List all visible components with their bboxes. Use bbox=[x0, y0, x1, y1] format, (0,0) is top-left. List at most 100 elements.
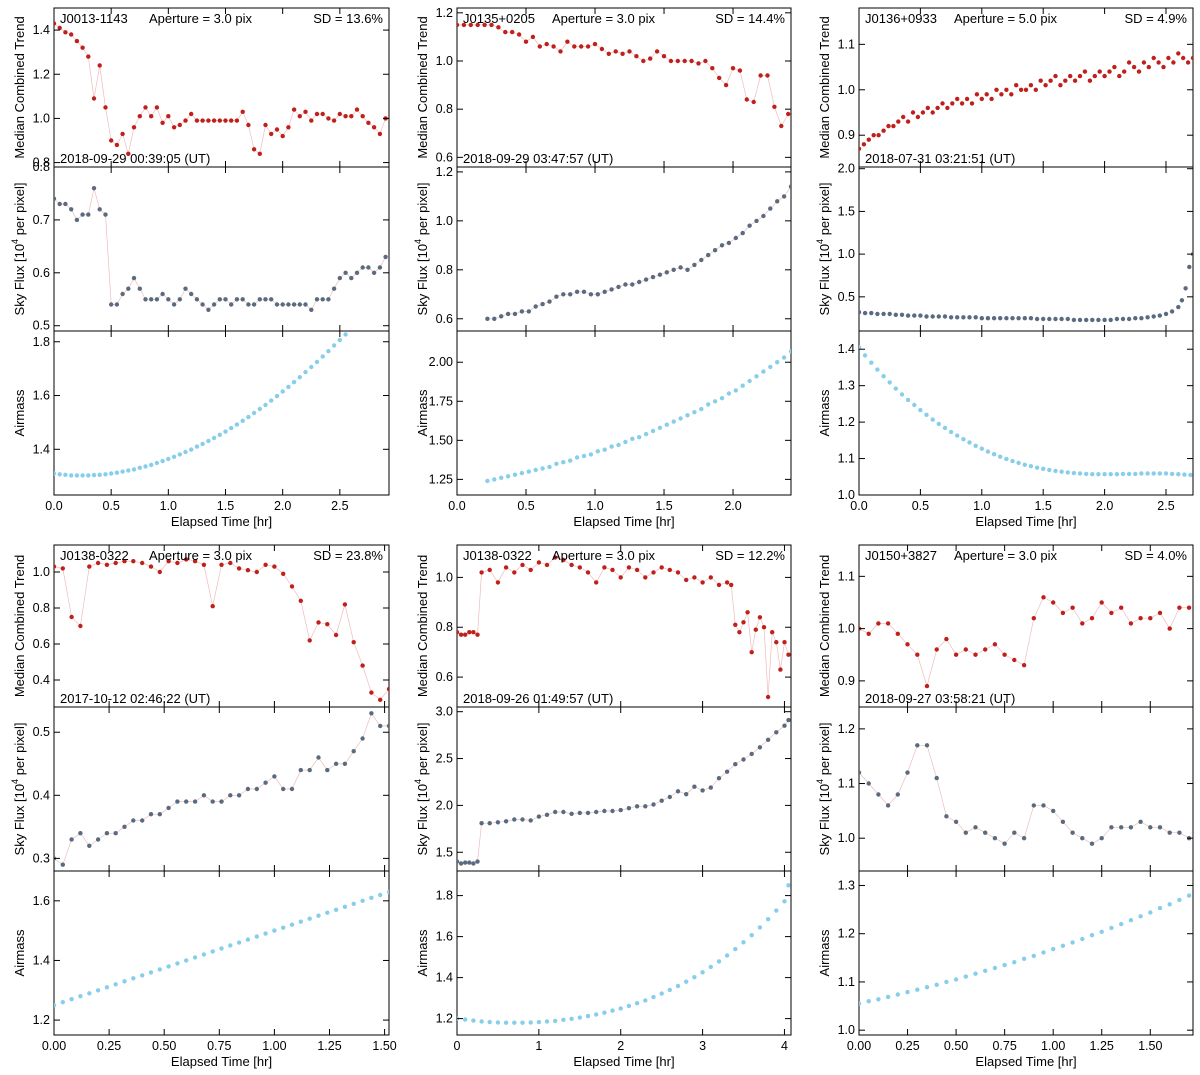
data-point bbox=[1059, 316, 1064, 322]
sd-label: SD = 4.9% bbox=[1124, 11, 1187, 26]
data-point bbox=[280, 133, 285, 139]
data-point bbox=[257, 297, 262, 302]
data-point bbox=[1080, 936, 1085, 942]
y-axis-label: Median Combined Trend bbox=[817, 16, 832, 158]
data-point bbox=[309, 307, 314, 312]
data-point bbox=[281, 925, 286, 930]
data-point bbox=[719, 396, 725, 401]
data-point bbox=[1058, 83, 1063, 88]
data-point bbox=[495, 820, 501, 825]
data-point bbox=[1146, 64, 1152, 70]
data-point bbox=[881, 374, 886, 379]
data-point bbox=[1190, 55, 1193, 61]
data-point bbox=[1096, 317, 1101, 323]
data-point bbox=[487, 567, 492, 573]
plot-frame bbox=[858, 330, 1194, 496]
data-point bbox=[887, 311, 892, 317]
data-point bbox=[862, 353, 868, 358]
data-point bbox=[616, 442, 621, 448]
data-point bbox=[1151, 314, 1156, 319]
data-point bbox=[528, 1020, 533, 1025]
data-point bbox=[684, 792, 689, 797]
data-point bbox=[177, 297, 182, 302]
data-point bbox=[1177, 830, 1182, 835]
data-point bbox=[1187, 264, 1192, 270]
y-axis-label: Median Combined Trend bbox=[817, 555, 832, 697]
y-tick-label: 1.3 bbox=[838, 878, 855, 892]
data-point bbox=[492, 316, 497, 321]
sd-label: SD = 23.8% bbox=[313, 548, 383, 563]
data-series bbox=[54, 21, 388, 156]
data-point bbox=[309, 118, 314, 123]
data-point bbox=[782, 899, 787, 904]
data-point bbox=[479, 1019, 484, 1024]
data-point bbox=[320, 354, 325, 359]
data-point bbox=[342, 602, 348, 607]
data-point bbox=[326, 116, 331, 121]
data-point bbox=[1171, 60, 1176, 65]
data-point bbox=[876, 792, 881, 797]
data-point bbox=[512, 570, 517, 575]
data-point bbox=[291, 302, 297, 307]
plot-frame bbox=[456, 706, 792, 872]
data-series bbox=[457, 717, 791, 866]
x-tick-label: 1.0 bbox=[973, 499, 990, 513]
data-point bbox=[333, 907, 339, 912]
data-point bbox=[1060, 819, 1066, 824]
data-point bbox=[1157, 313, 1163, 318]
data-point bbox=[893, 386, 898, 391]
data-point bbox=[149, 297, 154, 302]
data-point bbox=[1028, 316, 1034, 321]
data-point bbox=[876, 133, 881, 138]
data-point bbox=[468, 22, 473, 28]
data-point bbox=[143, 464, 148, 469]
x-axis-label: Elapsed Time [hr] bbox=[171, 514, 272, 529]
data-point bbox=[326, 349, 331, 354]
data-point bbox=[692, 410, 697, 415]
data-point bbox=[1072, 78, 1078, 83]
data-point bbox=[1117, 73, 1122, 79]
aperture-label: Aperture = 3.0 pix bbox=[954, 548, 1057, 563]
data-point bbox=[343, 270, 348, 275]
chart-1: 0.8 1.0 1.2 1.4 Median Combined Trend J0013-1… bbox=[10, 7, 390, 529]
data-point bbox=[86, 54, 91, 59]
data-point bbox=[189, 447, 194, 452]
data-point bbox=[1084, 471, 1089, 477]
data-point bbox=[471, 861, 476, 866]
y-tick-label: 1.1 bbox=[838, 975, 855, 989]
y-tick-label: 1.5 bbox=[436, 845, 453, 859]
data-point bbox=[979, 316, 984, 321]
data-point bbox=[895, 792, 900, 797]
data-point bbox=[684, 979, 689, 984]
data-point bbox=[577, 1015, 582, 1020]
data-point bbox=[369, 690, 374, 695]
data-point bbox=[905, 770, 910, 775]
data-series bbox=[54, 186, 388, 312]
data-point bbox=[1016, 460, 1021, 466]
data-point bbox=[733, 388, 738, 393]
data-point bbox=[528, 818, 533, 823]
data-point bbox=[210, 949, 215, 954]
data-point bbox=[378, 723, 383, 729]
data-point bbox=[740, 383, 745, 388]
panel-3-2: 0.5 1.0 1.5 2.0 Sky Flux [104 per pixel] bbox=[815, 162, 1194, 332]
data-point bbox=[859, 146, 862, 151]
data-point bbox=[354, 107, 360, 112]
data-point bbox=[630, 436, 635, 441]
data-point bbox=[1126, 316, 1132, 322]
x-tick-label: 0 bbox=[454, 1039, 461, 1053]
data-point bbox=[342, 761, 348, 766]
data-point bbox=[80, 45, 85, 50]
plot-frame bbox=[53, 870, 390, 1036]
data-point bbox=[1059, 469, 1064, 474]
plot-frame bbox=[456, 166, 792, 332]
data-point bbox=[881, 128, 886, 133]
data-point bbox=[588, 452, 594, 457]
y-axis-label: Airmass bbox=[817, 389, 832, 436]
data-point bbox=[1099, 600, 1104, 605]
data-point bbox=[726, 240, 732, 246]
data-point bbox=[263, 402, 268, 408]
data-point bbox=[240, 297, 245, 302]
y-tick-label: 1.0 bbox=[838, 488, 855, 502]
data-point bbox=[574, 289, 580, 294]
